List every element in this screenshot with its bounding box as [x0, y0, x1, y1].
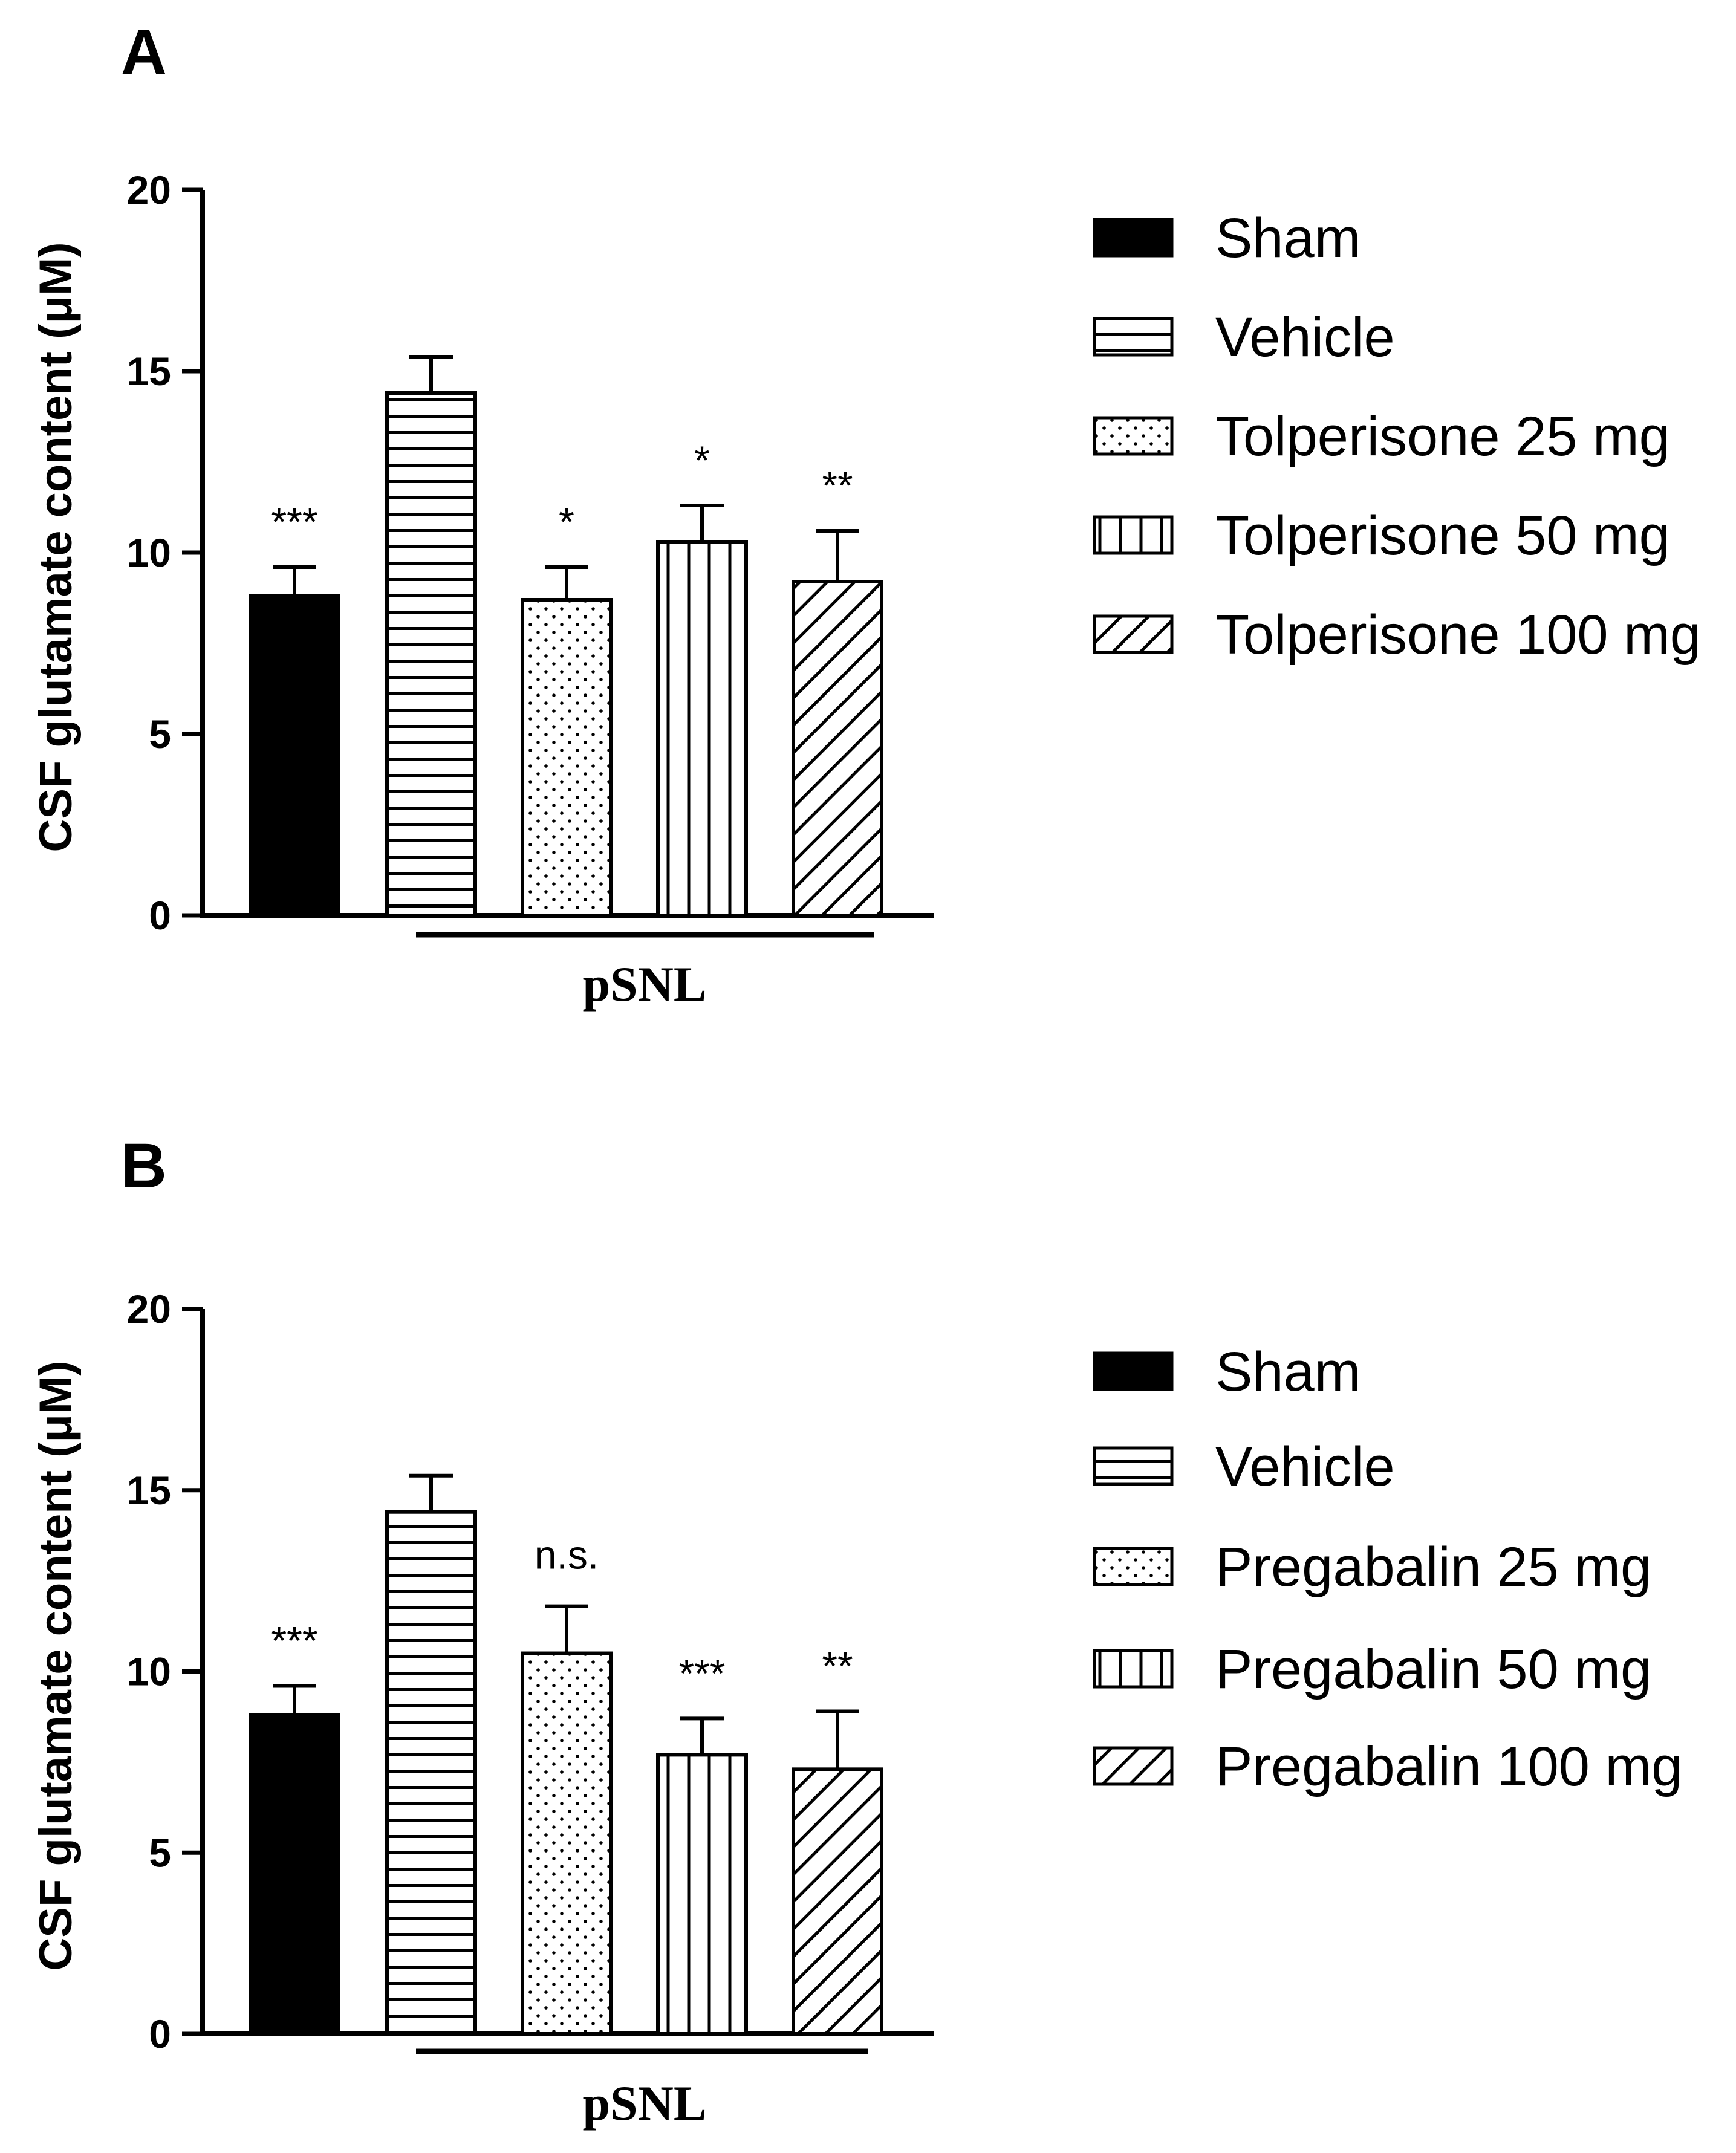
legend-label: Tolperisone 25 mg [1215, 406, 1670, 467]
bar [249, 594, 340, 917]
significance-label: ** [822, 463, 853, 508]
legend-label: Sham [1215, 1341, 1361, 1403]
bar [792, 580, 883, 917]
panel-b: B CSF glutamate content (μM) pSNL 0 5 10 15… [30, 1131, 1682, 2131]
legend-swatch [1093, 1446, 1174, 1486]
y-tick-label: 20 [127, 167, 171, 212]
bar [521, 1651, 613, 2036]
bar [385, 1510, 477, 2036]
legend-swatch [1093, 416, 1174, 456]
bars: *** **** [249, 355, 883, 917]
y-tick-label: 5 [149, 1830, 171, 1875]
legend-label: Pregabalin 25 mg [1215, 1536, 1651, 1598]
bar [656, 540, 748, 917]
significance-label: * [559, 499, 574, 544]
y-tick-label: 15 [127, 1468, 171, 1513]
legend-label: Pregabalin 100 mg [1215, 1736, 1682, 1797]
bar [385, 391, 477, 917]
legend-label: Pregabalin 50 mg [1215, 1638, 1651, 1700]
legend-swatch [1093, 317, 1174, 357]
y-axis-title: CSF glutamate content (μM) [30, 1360, 82, 1970]
legend-swatch [1093, 1547, 1174, 1586]
legend-label: Tolperisone 50 mg [1215, 505, 1670, 567]
bars: ***n.s.*** ** [249, 1473, 883, 2036]
legend-swatch [1093, 1746, 1174, 1786]
legend-label: Vehicle [1215, 1436, 1395, 1498]
y-tick-label: 10 [127, 1649, 171, 1694]
panel-letter: A [121, 17, 167, 88]
significance-label: n.s. [535, 1533, 599, 1577]
panel-a: A CSF glutamate content (μM) pSNL 0 5 10 15… [30, 17, 1701, 1012]
legend-swatch [1093, 614, 1174, 654]
y-tick-label: 20 [127, 1287, 171, 1331]
legend: Sham Vehicle Tolperisone 25 mg Tolperisone … [1093, 207, 1701, 666]
legend: Sham Vehicle Pregabalin 25 mg Pregabalin 50… [1093, 1341, 1682, 1797]
group-label: pSNL [582, 956, 706, 1012]
legend-swatch [1093, 1649, 1174, 1689]
y-axis-title: CSF glutamate content (μM) [30, 242, 82, 852]
y-tick-label: 0 [149, 2012, 171, 2056]
significance-label: *** [271, 499, 317, 544]
significance-label: ** [822, 1643, 853, 1688]
y-tick-label: 10 [127, 530, 171, 575]
significance-label: *** [271, 1618, 317, 1663]
legend-swatch [1093, 1351, 1174, 1391]
legend-label: Sham [1215, 207, 1361, 269]
group-label: pSNL [582, 2076, 706, 2131]
bar [656, 1753, 748, 2036]
legend-swatch [1093, 515, 1174, 555]
bar [792, 1767, 883, 2036]
legend-swatch [1093, 218, 1174, 258]
bar [521, 598, 613, 917]
y-tick-label: 5 [149, 712, 171, 756]
panel-letter: B [121, 1131, 167, 1201]
significance-label: *** [678, 1651, 725, 1695]
legend-label: Tolperisone 100 mg [1215, 604, 1701, 666]
bar [249, 1713, 340, 2036]
y-tick-label: 15 [127, 349, 171, 394]
significance-label: * [694, 438, 710, 482]
legend-label: Vehicle [1215, 307, 1395, 368]
y-tick-label: 0 [149, 893, 171, 938]
